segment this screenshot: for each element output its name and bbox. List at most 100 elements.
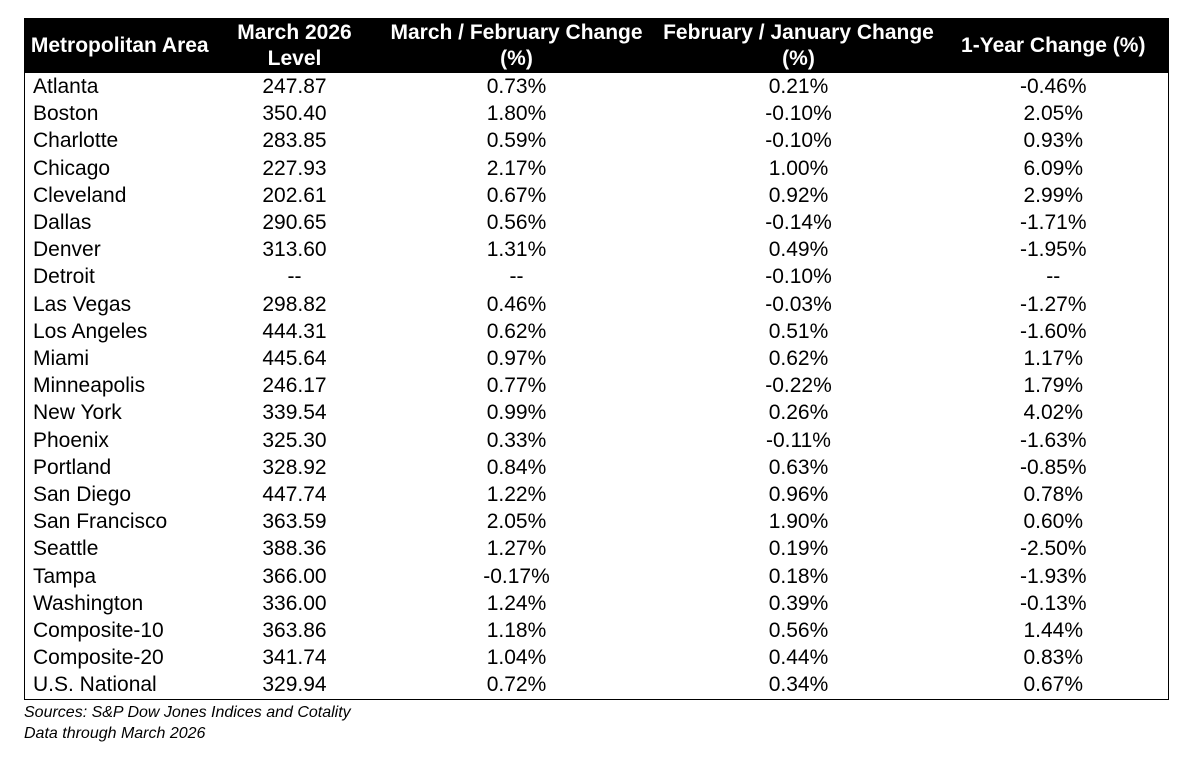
cell-feb-jan-change: 0.18%	[768, 564, 829, 588]
cell-mar-feb-change: 0.77%	[486, 374, 547, 398]
table-row: U.S. National 329.94 0.72% 0.34% 0.67%	[25, 671, 1169, 699]
cell-area: Washington	[33, 591, 144, 615]
cell-mar-feb-change: --	[509, 265, 524, 289]
cell-mar-feb-change: 2.05%	[486, 510, 547, 534]
home-price-index-table: Metropolitan Area March 2026 Level March…	[24, 18, 1169, 700]
cell-one-year-change: 0.60%	[1023, 510, 1084, 534]
cell-feb-jan-change: -0.10%	[765, 265, 832, 289]
cell-area: San Francisco	[33, 510, 168, 534]
table-row: Denver 313.60 1.31% 0.49% -1.95%	[25, 236, 1169, 263]
cell-one-year-change: -1.71%	[1019, 211, 1087, 235]
cell-mar-feb-change: 1.22%	[486, 483, 547, 507]
cell-mar-feb-change: -0.17%	[483, 564, 550, 588]
cell-level: 363.86	[262, 619, 327, 643]
cell-feb-jan-change: 0.44%	[768, 646, 829, 670]
cell-feb-jan-change: 1.00%	[768, 156, 829, 180]
cell-feb-jan-change: -0.14%	[765, 211, 832, 235]
cell-feb-jan-change: -0.10%	[765, 129, 832, 153]
cell-feb-jan-change: -0.22%	[765, 374, 832, 398]
document: Metropolitan Area March 2026 Level March…	[24, 18, 1169, 744]
cell-one-year-change: -1.93%	[1019, 564, 1087, 588]
cell-level: 329.94	[262, 673, 327, 697]
table-body: Atlanta 247.87 0.73% 0.21% -0.46% Boston 350.4…	[25, 73, 1169, 699]
table-row: San Diego 447.74 1.22% 0.96% 0.78%	[25, 481, 1169, 508]
cell-area: Phoenix	[33, 428, 109, 452]
cell-mar-feb-change: 0.99%	[486, 401, 547, 425]
cell-mar-feb-change: 0.67%	[486, 183, 547, 207]
header-one-year-change: 1-Year Change (%)	[938, 18, 1169, 73]
cell-area: Cleveland	[33, 183, 127, 207]
cell-feb-jan-change: -0.10%	[765, 102, 832, 126]
cell-mar-feb-change: 0.72%	[486, 673, 547, 697]
table-row: Phoenix 325.30 0.33% -0.11% -1.63%	[25, 427, 1169, 454]
cell-feb-jan-change: 0.56%	[768, 619, 829, 643]
cell-area: Los Angeles	[33, 319, 148, 343]
cell-area: Chicago	[33, 156, 111, 180]
cell-mar-feb-change: 1.27%	[486, 537, 547, 561]
cell-area: Portland	[33, 455, 112, 479]
header-feb-jan-change: February / January Change (%)	[658, 18, 939, 73]
cell-area: Minneapolis	[33, 374, 146, 398]
cell-feb-jan-change: 0.92%	[768, 183, 829, 207]
cell-feb-jan-change: 1.90%	[768, 510, 829, 534]
cell-one-year-change: 1.79%	[1023, 374, 1084, 398]
cell-one-year-change: 2.99%	[1023, 183, 1084, 207]
cell-one-year-change: -1.63%	[1019, 428, 1087, 452]
cell-area: New York	[33, 401, 122, 425]
cell-one-year-change: 6.09%	[1023, 156, 1084, 180]
cell-level: 444.31	[262, 319, 327, 343]
cell-feb-jan-change: 0.96%	[768, 483, 829, 507]
table-row: Minneapolis 246.17 0.77% -0.22% 1.79%	[25, 372, 1169, 399]
cell-one-year-change: 0.67%	[1023, 673, 1084, 697]
table-row: Los Angeles 444.31 0.62% 0.51% -1.60%	[25, 318, 1169, 345]
cell-feb-jan-change: 0.19%	[768, 537, 829, 561]
table-row: Atlanta 247.87 0.73% 0.21% -0.46%	[25, 73, 1169, 100]
table-row: Las Vegas 298.82 0.46% -0.03% -1.27%	[25, 291, 1169, 318]
cell-level: 290.65	[262, 211, 327, 235]
cell-area: Seattle	[33, 537, 99, 561]
table-row: Miami 445.64 0.97% 0.62% 1.17%	[25, 345, 1169, 372]
cell-one-year-change: -1.95%	[1019, 238, 1087, 262]
table-row: Charlotte 283.85 0.59% -0.10% 0.93%	[25, 127, 1169, 154]
cell-area: Composite-10	[33, 619, 164, 643]
table-row: Composite-20 341.74 1.04% 0.44% 0.83%	[25, 644, 1169, 671]
cell-area: Miami	[33, 347, 89, 371]
cell-mar-feb-change: 0.59%	[486, 129, 547, 153]
cell-one-year-change: 2.05%	[1023, 102, 1084, 126]
cell-area: Denver	[33, 238, 101, 262]
cell-level: --	[287, 265, 302, 289]
cell-level: 366.00	[262, 564, 327, 588]
header-mar-feb-change: March / February Change (%)	[374, 18, 659, 73]
cell-one-year-change: -1.60%	[1019, 319, 1087, 343]
cell-one-year-change: --	[1046, 265, 1061, 289]
cell-feb-jan-change: 0.39%	[768, 591, 829, 615]
cell-one-year-change: -1.27%	[1019, 292, 1087, 316]
cell-level: 298.82	[262, 292, 327, 316]
cell-mar-feb-change: 0.56%	[486, 211, 547, 235]
cell-feb-jan-change: 0.26%	[768, 401, 829, 425]
cell-mar-feb-change: 1.80%	[486, 102, 547, 126]
table-row: Cleveland 202.61 0.67% 0.92% 2.99%	[25, 182, 1169, 209]
cell-area: San Diego	[33, 483, 132, 507]
cell-one-year-change: 0.93%	[1023, 129, 1084, 153]
cell-level: 363.59	[262, 510, 327, 534]
cell-area: Dallas	[33, 211, 92, 235]
cell-feb-jan-change: 0.34%	[768, 673, 829, 697]
table-row: New York 339.54 0.99% 0.26% 4.02%	[25, 399, 1169, 426]
table-row: San Francisco 363.59 2.05% 1.90% 0.60%	[25, 508, 1169, 535]
table-row: Seattle 388.36 1.27% 0.19% -2.50%	[25, 535, 1169, 562]
table-row: Dallas 290.65 0.56% -0.14% -1.71%	[25, 209, 1169, 236]
cell-area: U.S. National	[33, 673, 157, 697]
data-through-note: Data through March 2026	[24, 724, 206, 742]
cell-one-year-change: 1.17%	[1023, 347, 1084, 371]
cell-mar-feb-change: 1.24%	[486, 591, 547, 615]
header-row: Metropolitan Area March 2026 Level March…	[24, 18, 1169, 73]
cell-level: 313.60	[262, 238, 327, 262]
cell-level: 227.93	[262, 156, 327, 180]
cell-level: 246.17	[262, 374, 327, 398]
cell-level: 328.92	[262, 455, 327, 479]
cell-feb-jan-change: -0.11%	[766, 428, 831, 452]
table-notes: Sources: S&P Dow Jones Indices and Cotal…	[24, 702, 1168, 744]
cell-area: Las Vegas	[33, 292, 132, 316]
cell-feb-jan-change: -0.03%	[765, 292, 832, 316]
